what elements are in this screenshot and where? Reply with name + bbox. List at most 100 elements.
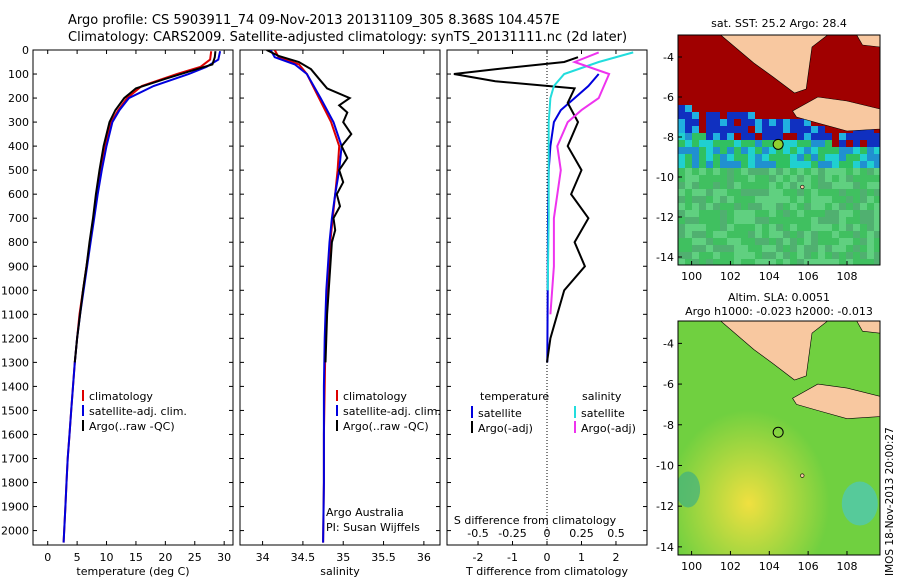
map-cell — [797, 168, 805, 176]
map-cell — [678, 224, 686, 232]
map-cell — [874, 203, 880, 211]
map-cell — [825, 42, 833, 50]
map-cell — [706, 217, 714, 225]
map-cell — [678, 49, 686, 57]
map-cell — [818, 77, 826, 85]
map-cell — [685, 217, 693, 225]
map-cell — [832, 140, 840, 148]
map-cell — [860, 70, 868, 78]
map-cell — [790, 210, 798, 218]
map-cell — [853, 154, 861, 162]
map-cell — [853, 147, 861, 155]
map-cell — [748, 84, 756, 92]
map-cell — [755, 245, 763, 253]
map-cell — [783, 182, 791, 190]
map-cell — [699, 224, 707, 232]
map-cell — [741, 224, 749, 232]
map-cell — [825, 91, 833, 99]
map-cell — [748, 259, 756, 265]
x-tick-label: 106 — [798, 560, 819, 573]
map-cell — [867, 84, 875, 92]
map-cell — [692, 238, 700, 246]
y-tick-label: 800 — [8, 236, 29, 249]
x-tick-label: 34.5 — [291, 551, 316, 564]
map-cell — [839, 49, 847, 57]
map-cell — [832, 84, 840, 92]
map-cell — [811, 203, 819, 211]
map-cell — [685, 203, 693, 211]
map-cell — [839, 161, 847, 169]
map-cell — [706, 238, 714, 246]
map-cell — [804, 98, 812, 106]
map-cell — [825, 133, 833, 141]
map-cell — [741, 147, 749, 155]
map-cell — [783, 140, 791, 148]
y-tick-label: -10 — [656, 459, 674, 472]
map-cell — [699, 140, 707, 148]
map-cell — [811, 147, 819, 155]
map-cell — [825, 224, 833, 232]
map-cell — [832, 210, 840, 218]
map-cell — [734, 238, 742, 246]
map-cell — [706, 154, 714, 162]
map-cell — [832, 35, 840, 43]
map-cell — [699, 84, 707, 92]
map-cell — [706, 35, 714, 43]
map-cell — [748, 63, 756, 71]
map-cell — [685, 224, 693, 232]
map-cell — [741, 126, 749, 134]
map-cell — [874, 126, 880, 134]
y-tick-label: -14 — [656, 541, 674, 554]
map-cell — [825, 217, 833, 225]
map-cell — [699, 42, 707, 50]
difference-profile-panel: -2 -1 0 1 2T difference from climatology -0.5… — [446, 49, 648, 578]
map-cell — [713, 154, 721, 162]
map-cell — [846, 91, 854, 99]
map-cell — [741, 56, 749, 64]
map-cell — [734, 63, 742, 71]
map-cell — [720, 105, 728, 113]
map-cell — [832, 133, 840, 141]
map-cell — [839, 70, 847, 78]
map-cell — [867, 182, 875, 190]
map-cell — [727, 133, 735, 141]
map-cell — [748, 119, 756, 127]
map-cell — [853, 252, 861, 260]
map-cell — [811, 63, 819, 71]
map-cell — [860, 161, 868, 169]
map-cell — [755, 77, 763, 85]
map-cell — [783, 119, 791, 127]
map-cell — [706, 63, 714, 71]
legend-entry: Argo(-adj) — [478, 422, 533, 435]
map-cell — [818, 189, 826, 197]
map-cell — [727, 70, 735, 78]
y-tick-label: -12 — [656, 500, 674, 513]
map-cell — [755, 98, 763, 106]
map-title: Argo h1000: -0.023 h2000: -0.013 — [685, 305, 873, 318]
map-cell — [685, 91, 693, 99]
map-cell — [776, 210, 784, 218]
map-cell — [804, 231, 812, 239]
map-cell — [790, 182, 798, 190]
map-cell — [839, 42, 847, 50]
map-cell — [685, 126, 693, 134]
map-cell — [762, 119, 770, 127]
map-cell — [720, 98, 728, 106]
map-cell — [685, 35, 693, 43]
map-cell — [860, 84, 868, 92]
map-cell — [874, 56, 880, 64]
map-cell — [720, 154, 728, 162]
map-cell — [853, 84, 861, 92]
x-tick-label: 10 — [100, 551, 114, 564]
map-cell — [832, 91, 840, 99]
map-cell — [685, 98, 693, 106]
map-cell — [790, 168, 798, 176]
map-cell — [755, 196, 763, 204]
map-cell — [804, 245, 812, 253]
map-cell — [685, 259, 693, 265]
map-cell — [874, 231, 880, 239]
map-cell — [699, 182, 707, 190]
map-cell — [706, 203, 714, 211]
map-cell — [706, 168, 714, 176]
map-cell — [678, 210, 686, 218]
